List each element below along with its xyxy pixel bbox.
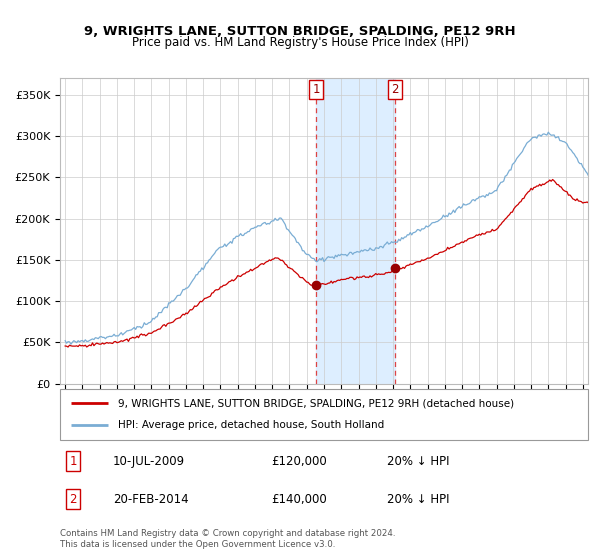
Text: £140,000: £140,000 xyxy=(271,493,327,506)
Text: 2: 2 xyxy=(391,83,399,96)
Text: 20-FEB-2014: 20-FEB-2014 xyxy=(113,493,188,506)
Bar xyxy=(316,78,395,384)
Text: 20% ↓ HPI: 20% ↓ HPI xyxy=(388,455,450,468)
Text: Price paid vs. HM Land Registry's House Price Index (HPI): Price paid vs. HM Land Registry's House … xyxy=(131,36,469,49)
Text: 2: 2 xyxy=(70,493,77,506)
Text: 1: 1 xyxy=(70,455,77,468)
Text: 1: 1 xyxy=(313,83,320,96)
Text: £120,000: £120,000 xyxy=(271,455,327,468)
Text: Contains HM Land Registry data © Crown copyright and database right 2024.
This d: Contains HM Land Registry data © Crown c… xyxy=(60,529,395,549)
Text: 20% ↓ HPI: 20% ↓ HPI xyxy=(388,493,450,506)
Text: 9, WRIGHTS LANE, SUTTON BRIDGE, SPALDING, PE12 9RH (detached house): 9, WRIGHTS LANE, SUTTON BRIDGE, SPALDING… xyxy=(118,398,514,408)
Text: 9, WRIGHTS LANE, SUTTON BRIDGE, SPALDING, PE12 9RH: 9, WRIGHTS LANE, SUTTON BRIDGE, SPALDING… xyxy=(84,25,516,38)
Text: 10-JUL-2009: 10-JUL-2009 xyxy=(113,455,185,468)
Text: HPI: Average price, detached house, South Holland: HPI: Average price, detached house, Sout… xyxy=(118,421,385,431)
